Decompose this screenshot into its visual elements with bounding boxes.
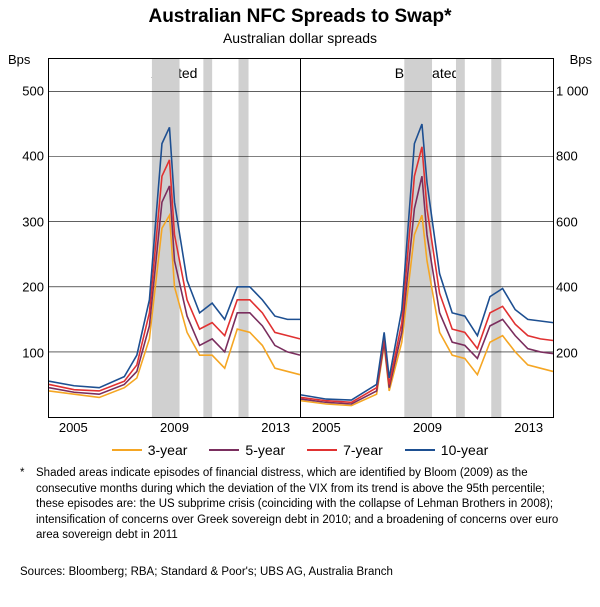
xtick: 2013 xyxy=(514,420,543,435)
ytick-right: 400 xyxy=(556,280,600,295)
plot-area: A-rated BBB-rated xyxy=(48,58,554,418)
footnote-text: Shaded areas indicate episodes of financ… xyxy=(36,466,576,544)
ytick-left: 100 xyxy=(4,345,44,360)
sources: Sources: Bloomberg; RBA; Standard & Poor… xyxy=(20,566,393,578)
legend-label: 5-year xyxy=(245,442,285,458)
panel-right-svg xyxy=(301,59,553,417)
xtick: 2009 xyxy=(160,420,189,435)
xtick: 2013 xyxy=(261,420,290,435)
panel-a-rated: A-rated xyxy=(49,59,301,417)
legend-label: 3-year xyxy=(148,442,188,458)
ytick-left: 300 xyxy=(4,214,44,229)
footnote: *Shaded areas indicate episodes of finan… xyxy=(20,466,580,544)
legend-swatch xyxy=(209,449,239,451)
legend-swatch xyxy=(307,449,337,451)
legend-item: 10-year xyxy=(405,442,488,458)
chart-container: Australian NFC Spreads to Swap* Australi… xyxy=(0,0,600,607)
panel-left-svg xyxy=(49,59,300,417)
ytick-right: 800 xyxy=(556,149,600,164)
ytick-right: 200 xyxy=(556,345,600,360)
ytick-right: 1 000 xyxy=(556,83,600,98)
y-axis-unit-right: Bps xyxy=(570,52,592,67)
legend-label: 7-year xyxy=(343,442,383,458)
legend-label: 10-year xyxy=(441,442,488,458)
legend: 3-year 5-year 7-year 10-year xyxy=(0,442,600,458)
ytick-left: 200 xyxy=(4,280,44,295)
xtick: 2005 xyxy=(59,420,88,435)
xtick: 2009 xyxy=(413,420,442,435)
footnote-marker: * xyxy=(20,466,36,482)
y-axis-unit-left: Bps xyxy=(8,52,30,67)
ytick-left: 500 xyxy=(4,83,44,98)
legend-swatch xyxy=(112,449,142,451)
legend-item: 5-year xyxy=(209,442,285,458)
ytick-right: 600 xyxy=(556,214,600,229)
legend-swatch xyxy=(405,449,435,451)
chart-title: Australian NFC Spreads to Swap* xyxy=(0,0,600,28)
legend-item: 3-year xyxy=(112,442,188,458)
xtick: 2005 xyxy=(312,420,341,435)
panel-bbb-rated: BBB-rated xyxy=(301,59,553,417)
ytick-left: 400 xyxy=(4,149,44,164)
chart-subtitle: Australian dollar spreads xyxy=(0,28,600,46)
legend-item: 7-year xyxy=(307,442,383,458)
